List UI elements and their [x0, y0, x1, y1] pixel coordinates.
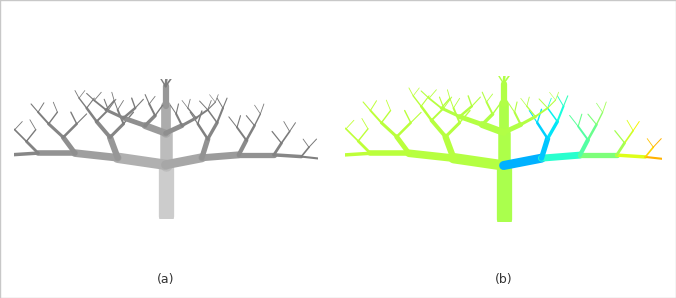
Text: (b): (b) [495, 273, 512, 286]
Text: (a): (a) [157, 273, 174, 286]
